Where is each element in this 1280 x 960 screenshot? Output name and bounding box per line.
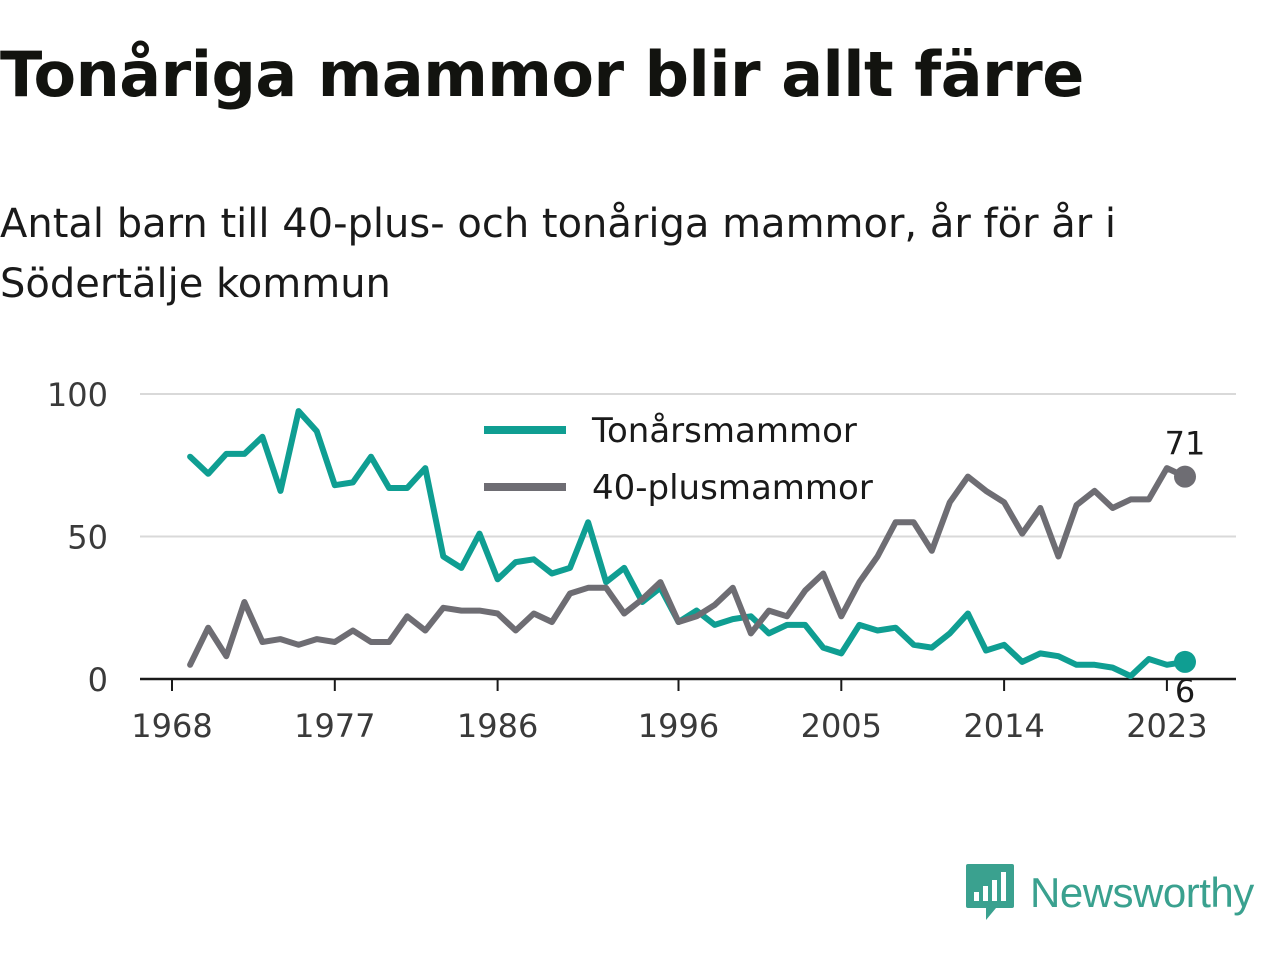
x-tick-label: 2023 — [1126, 707, 1207, 745]
series-lines — [187, 408, 1196, 680]
chart-title: Tonåriga mammor blir allt färre — [0, 38, 1084, 111]
y-tick-label: 50 — [67, 519, 108, 557]
x-tick-label: 1986 — [457, 707, 538, 745]
series-end-label: 6 — [1175, 672, 1195, 710]
x-tick-label: 1996 — [638, 707, 719, 745]
y-tick-label: 0 — [88, 661, 108, 699]
chart-subtitle: Antal barn till 40-plus- och tonåriga ma… — [0, 201, 1117, 307]
legend-label: 40-plusmammor — [592, 468, 873, 508]
bar-chart-speech-bubble-icon — [966, 864, 1014, 920]
end-labels: 6 71 — [1165, 425, 1206, 710]
x-tick-label: 2005 — [801, 707, 882, 745]
x-tick-label: 2014 — [963, 707, 1044, 745]
series-end-label: 71 — [1165, 425, 1206, 463]
legend-label: Tonårsmammor — [591, 411, 857, 451]
series-end-marker — [1174, 650, 1196, 673]
legend: Tonårsmammor 40-plusmammor — [484, 411, 873, 508]
axes: 0 50 100 1968 1977 1986 1996 2005 2014 2023 — [47, 376, 1236, 745]
series-line — [187, 465, 1188, 668]
brand-logo[interactable]: Newsworthy — [964, 862, 1254, 924]
x-tick-label: 1968 — [131, 707, 212, 745]
y-tick-label: 100 — [47, 376, 108, 414]
brand-name: Newsworthy — [1030, 869, 1254, 916]
x-tick-label: 1977 — [294, 707, 375, 745]
series-end-marker — [1174, 465, 1196, 488]
